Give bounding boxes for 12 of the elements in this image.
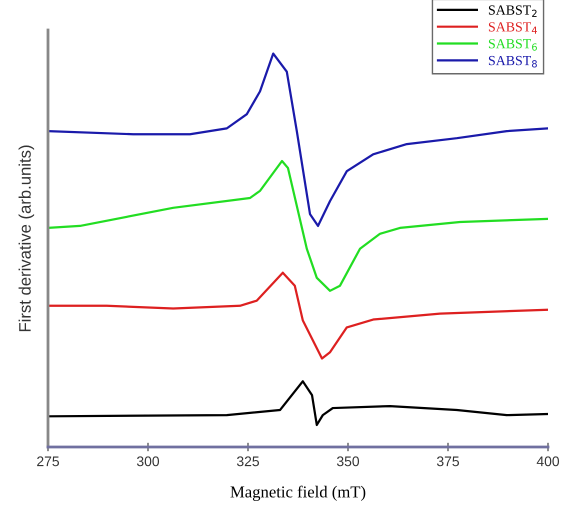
y-axis-title: First derivative (arb.units) [18,146,34,332]
legend-label: SABST$_{6}$ [488,39,537,51]
x-tick-label: 375 [436,456,460,466]
x-tick-label: 325 [236,456,260,466]
x-tick-label: 275 [37,456,60,466]
x-tick-label: 300 [136,456,160,466]
x-tick-label: 400 [536,456,560,466]
x-axis-title: Magnetic field (mT) [230,486,366,501]
legend-label: SABST$_{8}$ [488,56,537,68]
legend-label: SABST$_{2}$ [488,5,537,17]
x-tick-label: 350 [336,456,360,466]
legend-label: SABST$_{4}$ [488,22,537,34]
